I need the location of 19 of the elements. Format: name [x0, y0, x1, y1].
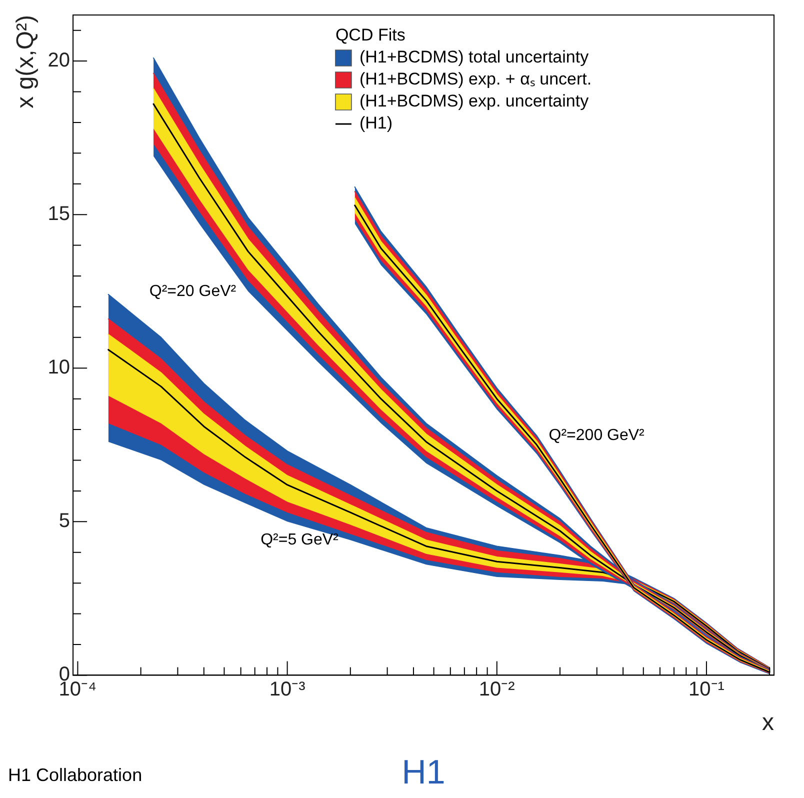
- y-tick-label: 5: [58, 510, 70, 532]
- annotation: Q²=5 GeV²: [260, 531, 340, 548]
- legend-label: (H1+BCDMS) exp. uncertainty: [359, 92, 590, 111]
- annotation: Q²=200 GeV²: [548, 427, 646, 444]
- y-tick-label: 10: [48, 356, 70, 379]
- x-tick-label: 10⁻¹: [688, 678, 725, 701]
- legend-label: (H1+BCDMS) exp. + αₛ uncert.: [359, 70, 592, 89]
- x-axis-title: x: [762, 709, 774, 736]
- annotation: Q²=20 GeV²: [149, 282, 237, 300]
- text: H1: [402, 753, 446, 792]
- y-axis-title: x g(x,Q²): [12, 15, 40, 108]
- legend-label: (H1): [359, 114, 393, 133]
- legend-title: QCD Fits: [335, 26, 406, 45]
- y-tick-label: 15: [48, 203, 70, 226]
- text: H1 Collaboration: [8, 764, 142, 785]
- y-tick-label: 20: [48, 50, 70, 72]
- x-tick-label: 10⁻²: [478, 678, 516, 701]
- x-tick-label: 10⁻³: [269, 678, 306, 701]
- legend-label: (H1+BCDMS) total uncertainty: [359, 48, 590, 67]
